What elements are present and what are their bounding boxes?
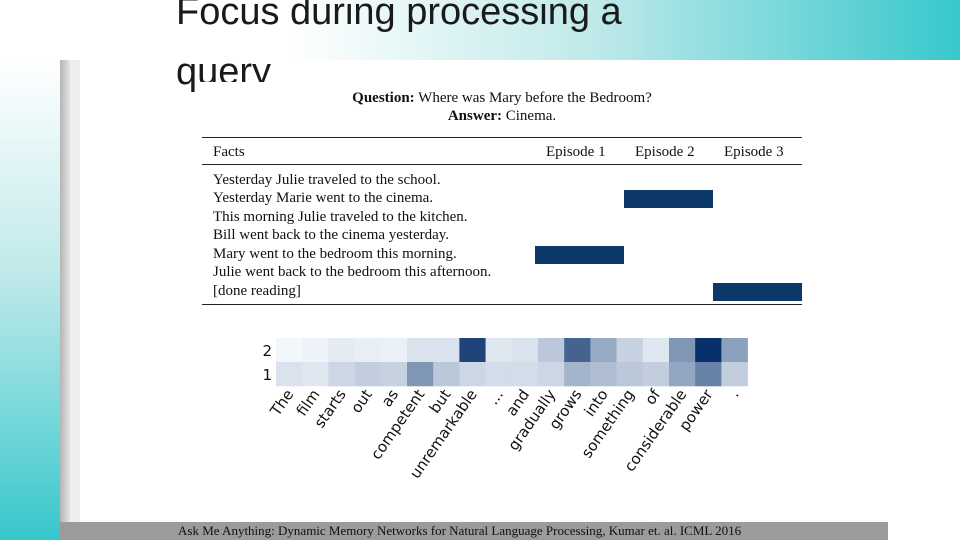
heatmap-cell (511, 338, 539, 363)
heatmap-cell (695, 362, 722, 387)
heatmap-word-label: ... (484, 386, 507, 408)
word-attention-heatmap: 2 1 The film starts out as competent but unremark… (262, 314, 752, 486)
heatmap-cell (616, 362, 644, 387)
left-decoration-band (0, 60, 60, 540)
heatmap-cell (538, 338, 565, 363)
answer-label: Answer: (447, 108, 502, 124)
heatmap-cell (276, 362, 303, 387)
footer-bar (60, 522, 888, 540)
heatmap-cell (433, 338, 460, 363)
slide-title: Focus during processing a query (176, 0, 622, 102)
left-decoration-bar-light (70, 60, 80, 525)
heatmap-word-label: . (725, 386, 742, 400)
heatmap-cell (616, 338, 644, 363)
heatmap-word-label: out (347, 386, 376, 417)
heatmap-cell (407, 338, 434, 363)
episode-2-header: Episode 2 (635, 144, 695, 160)
fact-row: Yesterday Marie went to the cinema. (213, 190, 434, 206)
heatmap-cell (302, 362, 329, 387)
question-label: Question: (352, 90, 415, 106)
table-bottom-rule (202, 304, 802, 305)
fact-row: Yesterday Julie traveled to the school. (213, 172, 441, 188)
heatmap-cell (354, 338, 382, 363)
heatmap-cell (459, 338, 486, 363)
heatmap-cell (669, 338, 696, 363)
heatmap-cell (407, 362, 434, 387)
heatmap-cell (564, 338, 591, 363)
heatmap-cell (669, 362, 696, 387)
question-line: Question: Where was Mary before the Bedr… (196, 89, 808, 107)
heatmap-cell (564, 362, 591, 387)
heatmap-cell (302, 338, 329, 363)
heatmap-cell (276, 338, 303, 363)
episode-3-header: Episode 3 (724, 144, 784, 160)
heatmap-cell (485, 338, 513, 363)
attention-figure: Question: Where was Mary before the Bedr… (196, 82, 808, 310)
heatmap-cell (459, 362, 486, 387)
heatmap-cell (590, 362, 617, 387)
attention-cell-episode-1 (535, 246, 624, 264)
fact-row: [done reading] (213, 283, 301, 299)
heatmap-cell (433, 362, 460, 387)
episode-1-header: Episode 1 (546, 144, 606, 160)
heatmap-cell (511, 362, 539, 387)
table-header-rule (202, 164, 802, 165)
heatmap-cell (721, 362, 748, 387)
heatmap-row-label: 2 (262, 342, 272, 360)
answer-text: Cinema. (505, 108, 557, 124)
heatmap-row-label: 1 (262, 366, 272, 384)
top-decoration-band (0, 0, 960, 60)
answer-line: Answer: Cinema. (196, 107, 808, 125)
heatmap-cell (642, 338, 670, 363)
fact-row: Bill went back to the cinema yesterday. (213, 227, 450, 243)
table-top-rule (202, 137, 802, 138)
heatmap-cell (354, 362, 382, 387)
heatmap-cell (328, 338, 355, 363)
fact-row: This morning Julie traveled to the kitch… (213, 209, 468, 225)
heatmap-cell (590, 338, 617, 363)
attention-cell-episode-2 (624, 190, 713, 208)
fact-row: Julie went back to the bedroom this afte… (213, 264, 492, 280)
fact-row: Mary went to the bedroom this morning. (213, 246, 457, 262)
question-text: Where was Mary before the Bedroom? (418, 90, 652, 106)
heatmap-cell (485, 362, 513, 387)
slide-title-line-1: Focus during processing a (176, 0, 622, 33)
heatmap-cell (695, 338, 722, 363)
heatmap-cell (721, 338, 748, 363)
heatmap-cell (642, 362, 670, 387)
heatmap-word-label: The (266, 386, 297, 420)
heatmap-cell (328, 362, 355, 387)
heatmap-cell (538, 362, 565, 387)
heatmap-word-label: of (641, 385, 664, 408)
attention-cell-episode-3 (713, 283, 802, 301)
heatmap-cell (380, 362, 408, 387)
citation-text: Ask Me Anything: Dynamic Memory Networks… (178, 523, 742, 538)
facts-header: Facts (213, 144, 245, 160)
left-decoration-bar (60, 60, 70, 525)
heatmap-cell (380, 338, 408, 363)
